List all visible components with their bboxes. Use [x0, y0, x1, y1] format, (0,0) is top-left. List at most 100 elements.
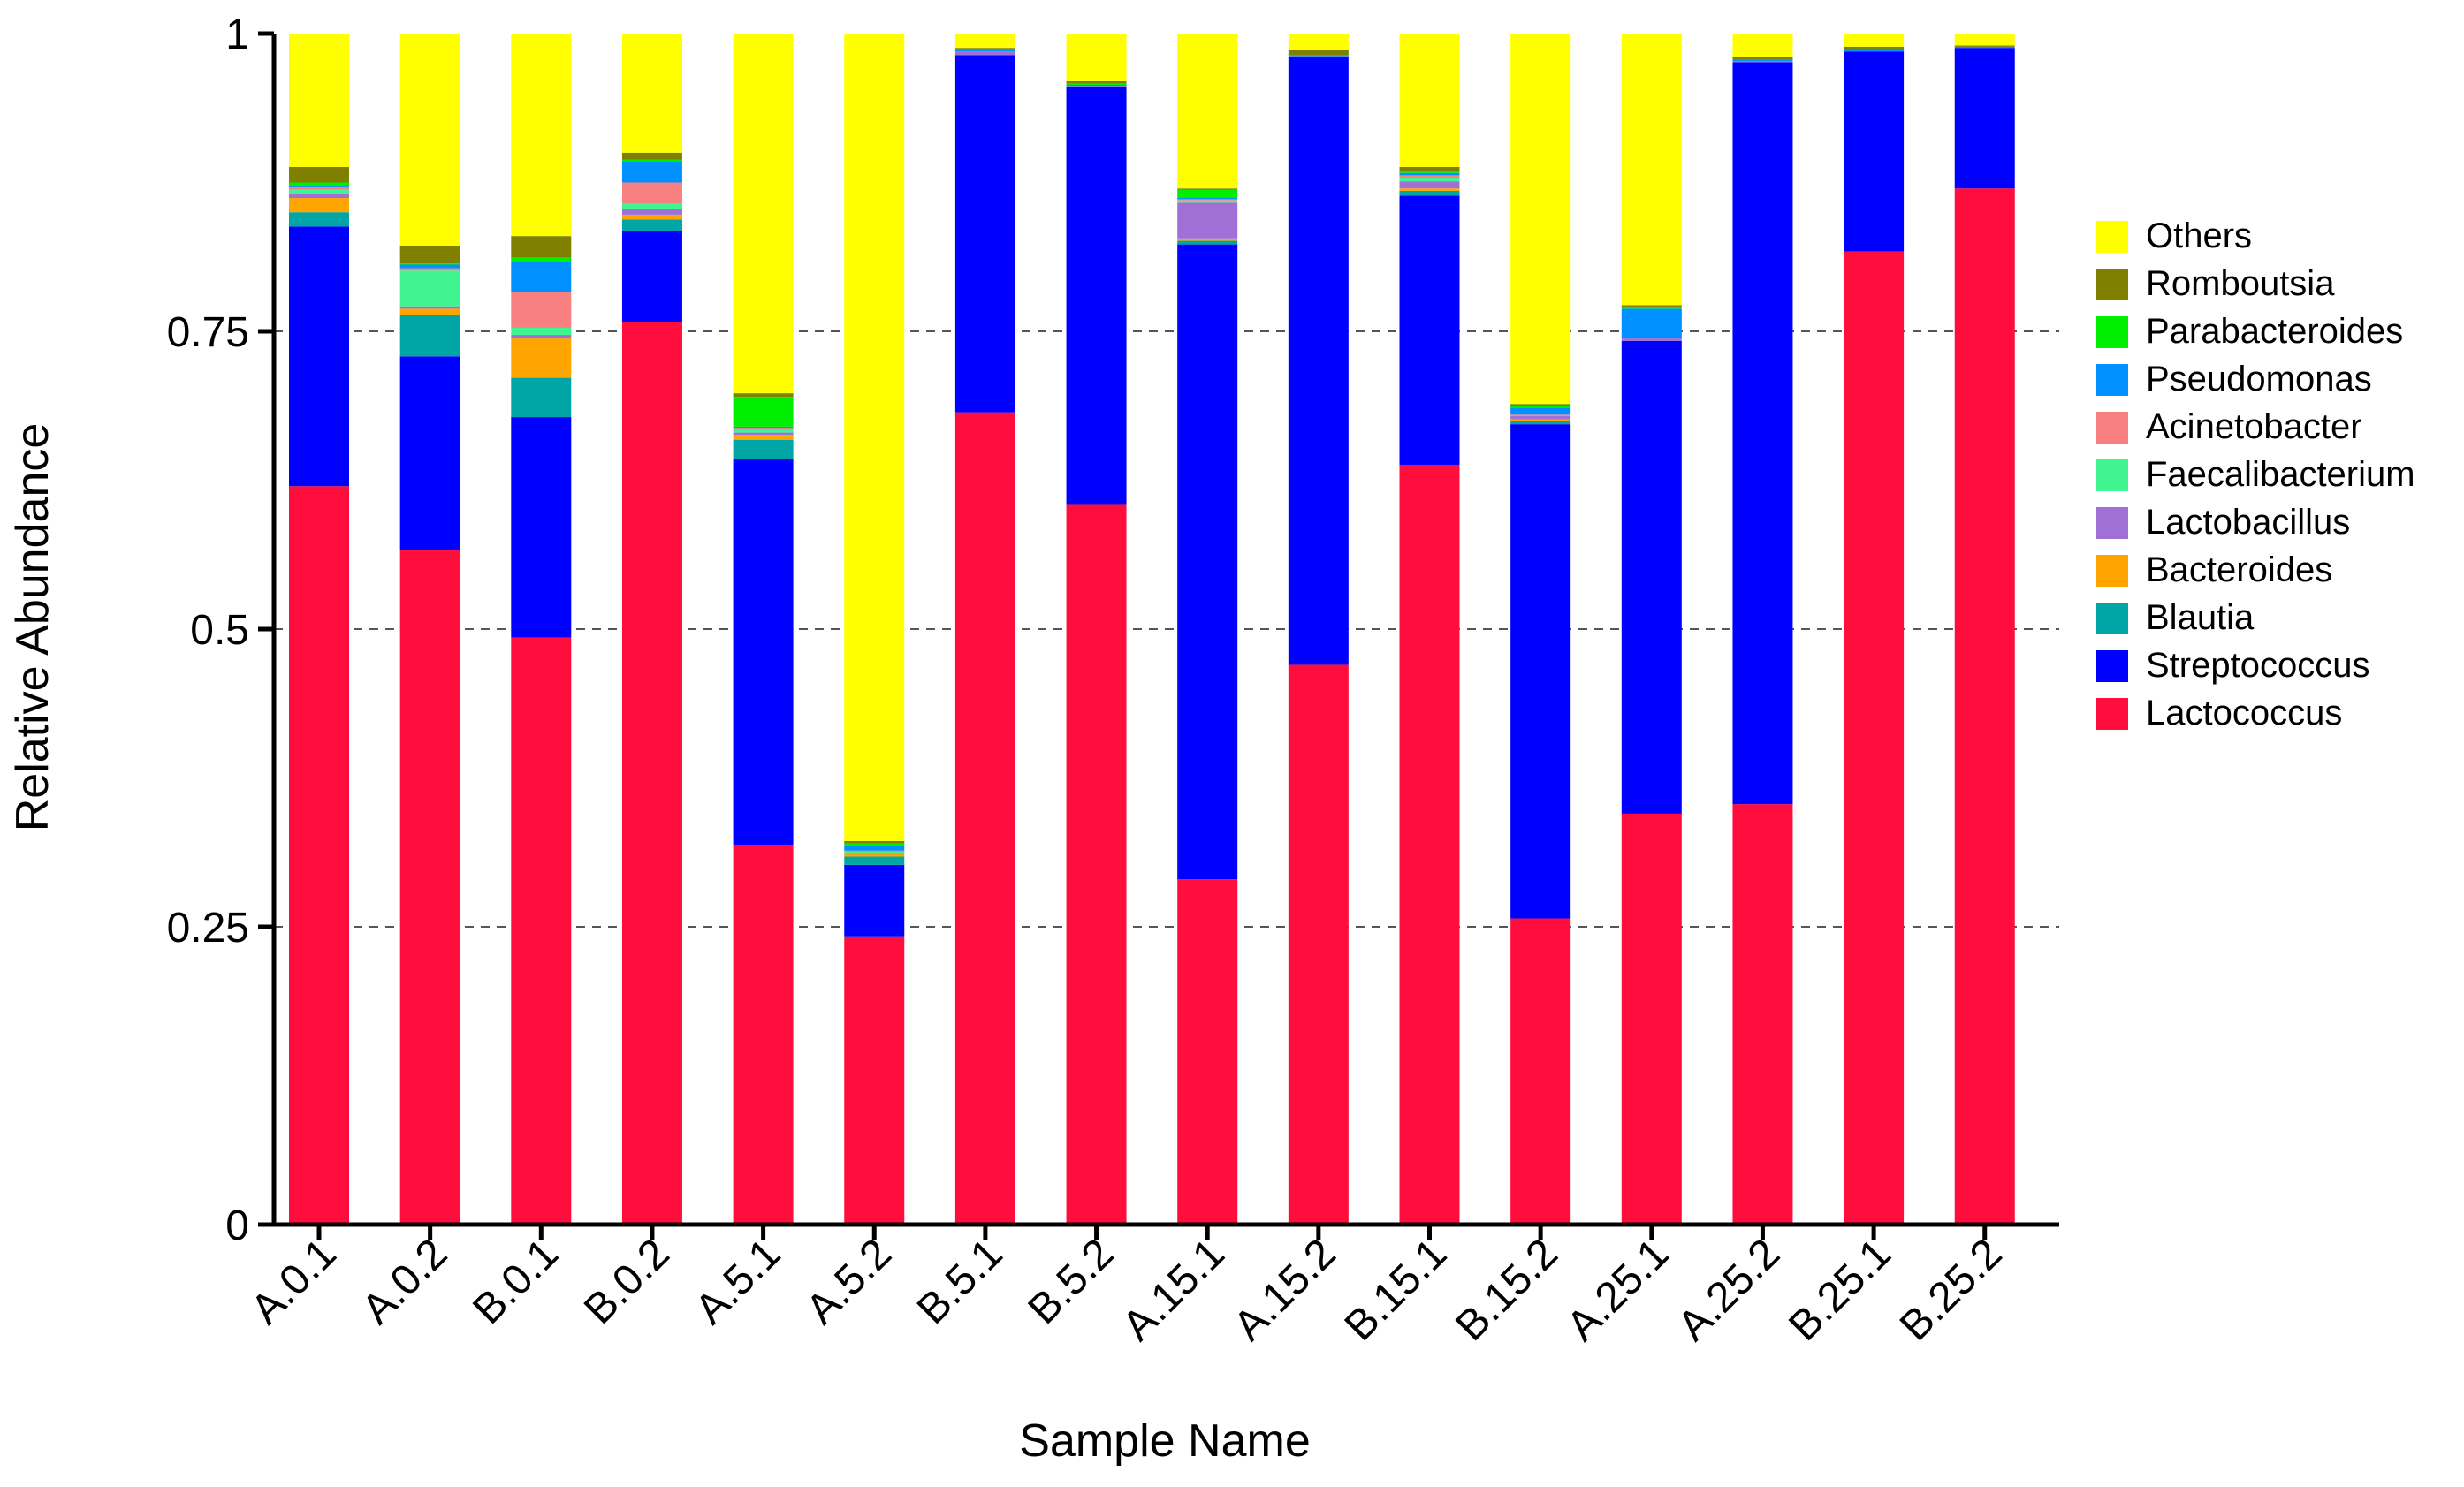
bar-segment-pseudomonas: [1954, 46, 2015, 49]
bar-stack-B.15.2: [1510, 34, 1571, 1225]
bar-segment-pseudomonas: [621, 161, 682, 183]
bar-segment-lactococcus: [289, 486, 349, 1225]
bar-segment-streptococcus: [1399, 195, 1460, 465]
bar-segment-others: [733, 34, 794, 394]
x-tick-label: A.25.2: [1669, 1230, 1790, 1350]
bar-segment-others: [1954, 34, 2015, 46]
legend-swatch: [2096, 316, 2128, 348]
bar-segment-acinetobacter: [399, 268, 460, 271]
bar-segment-pseudomonas: [844, 846, 905, 851]
bar-segment-others: [1732, 34, 1793, 57]
bar-segment-others: [1399, 34, 1460, 167]
bar-stack-A.5.2: [844, 34, 905, 1225]
bar-segment-streptococcus: [844, 864, 905, 937]
y-axis-title: Relative Abundance: [7, 423, 58, 832]
legend-label: Others: [2146, 216, 2252, 255]
bar-stack-A.25.2: [1732, 34, 1793, 1225]
x-tick-label: B.25.2: [1891, 1230, 2012, 1350]
bar-segment-lactobacillus: [1510, 415, 1571, 420]
bar-segment-others: [511, 34, 572, 237]
bar-stack-B.5.1: [954, 34, 1015, 1225]
bar-segment-lactobacillus: [1621, 338, 1682, 341]
legend-item: Streptococcus: [2096, 646, 2369, 685]
bar-segment-romboutsia: [1399, 166, 1460, 171]
bar-segment-pseudomonas: [1288, 55, 1349, 57]
legend-swatch: [2096, 269, 2128, 300]
bar-segment-pseudomonas: [1844, 49, 1905, 52]
y-tick-label: 1: [225, 11, 249, 58]
x-tick-label: B.0.1: [464, 1230, 567, 1333]
legend-label: Pseudomonas: [2146, 360, 2372, 398]
bar-segment-romboutsia: [1954, 45, 2015, 47]
bar-segment-blautia: [511, 377, 572, 418]
bar-segment-bacteroides: [1510, 419, 1571, 421]
bar-segment-others: [399, 34, 460, 246]
bar-segment-acinetobacter: [289, 186, 349, 190]
legend-item: Acinetobacter: [2096, 407, 2362, 446]
bar-segment-faecalibacterium: [1177, 200, 1238, 203]
bar-segment-others: [1288, 34, 1349, 50]
legend-swatch: [2096, 555, 2128, 587]
y-tick-label: 0.5: [190, 607, 249, 654]
bar-segment-lactococcus: [1621, 813, 1682, 1225]
bar-segment-romboutsia: [1844, 46, 1905, 49]
x-tick-label: A.5.2: [797, 1230, 901, 1333]
legend-swatch: [2096, 603, 2128, 634]
bar-segment-streptococcus: [511, 417, 572, 638]
bar-segment-acinetobacter: [844, 850, 905, 853]
bar-stack-A.15.2: [1288, 34, 1349, 1225]
bar-stack-B.0.2: [621, 34, 682, 1225]
legend-label: Romboutsia: [2146, 264, 2335, 303]
bar-segment-bacteroides: [1399, 188, 1460, 191]
bar-segment-pseudomonas: [1399, 172, 1460, 176]
bar-segment-acinetobacter: [621, 182, 682, 204]
bar-segment-parabacteroides: [1177, 189, 1238, 199]
bar-segment-streptococcus: [1954, 48, 2015, 189]
bar-segment-lactococcus: [1510, 918, 1571, 1225]
bar-segment-pseudomonas: [289, 185, 349, 187]
bar-segment-lactococcus: [1177, 879, 1238, 1225]
bar-segment-blautia: [1399, 190, 1460, 196]
x-tick-label: A.5.1: [687, 1230, 790, 1333]
bar-segment-lactococcus: [1399, 464, 1460, 1225]
x-tick-label: A.0.2: [354, 1230, 457, 1333]
legend-label: Lactobacillus: [2146, 503, 2350, 542]
bar-segment-parabacteroides: [1066, 83, 1127, 85]
bar-segment-lactobacillus: [511, 335, 572, 339]
bar-segment-streptococcus: [399, 356, 460, 551]
legend-swatch: [2096, 364, 2128, 396]
bar-segment-parabacteroides: [289, 182, 349, 186]
bar-segment-lactobacillus: [399, 306, 460, 309]
bar-segment-lactobacillus: [289, 193, 349, 199]
x-tick-label: B.15.2: [1447, 1230, 1567, 1350]
legend-item: Romboutsia: [2096, 264, 2335, 303]
bar-stack-B.25.1: [1844, 34, 1905, 1225]
bar-segment-parabacteroides: [844, 843, 905, 846]
bar-segment-lactobacillus: [733, 432, 794, 436]
bar-segment-streptococcus: [289, 226, 349, 487]
x-ticks: A.0.1 A.0.2 B.0.1 B.0.2 A.5.1 A.5.2 B.5.1 B.5.2…: [242, 1225, 2012, 1350]
legend-item: Faecalibacterium: [2096, 455, 2415, 494]
bar-segment-others: [844, 34, 905, 841]
bar-segment-parabacteroides: [1621, 307, 1682, 309]
bar-segment-lactobacillus: [1066, 86, 1127, 87]
bar-segment-faecalibacterium: [844, 852, 905, 854]
bar-segment-pseudomonas: [1732, 59, 1793, 62]
bar-stack-B.0.1: [511, 34, 572, 1225]
legend-item: Bacteroides: [2096, 550, 2332, 589]
bar-segment-romboutsia: [844, 840, 905, 844]
legend-swatch: [2096, 221, 2128, 253]
bar-segment-bacteroides: [289, 198, 349, 213]
bar-segment-romboutsia: [1288, 49, 1349, 56]
bar-segment-others: [1844, 34, 1905, 47]
legend-label: Blautia: [2146, 598, 2255, 637]
bar-segment-pseudomonas: [511, 262, 572, 292]
bar-segment-faecalibacterium: [511, 327, 572, 336]
bar-segment-blautia: [1177, 240, 1238, 245]
bar-segment-blautia: [399, 315, 460, 357]
bar-segment-blautia: [1510, 421, 1571, 425]
legend-item: Others: [2096, 216, 2252, 255]
bar-stack-A.25.1: [1621, 34, 1682, 1225]
legend-item: Lactococcus: [2096, 694, 2342, 732]
